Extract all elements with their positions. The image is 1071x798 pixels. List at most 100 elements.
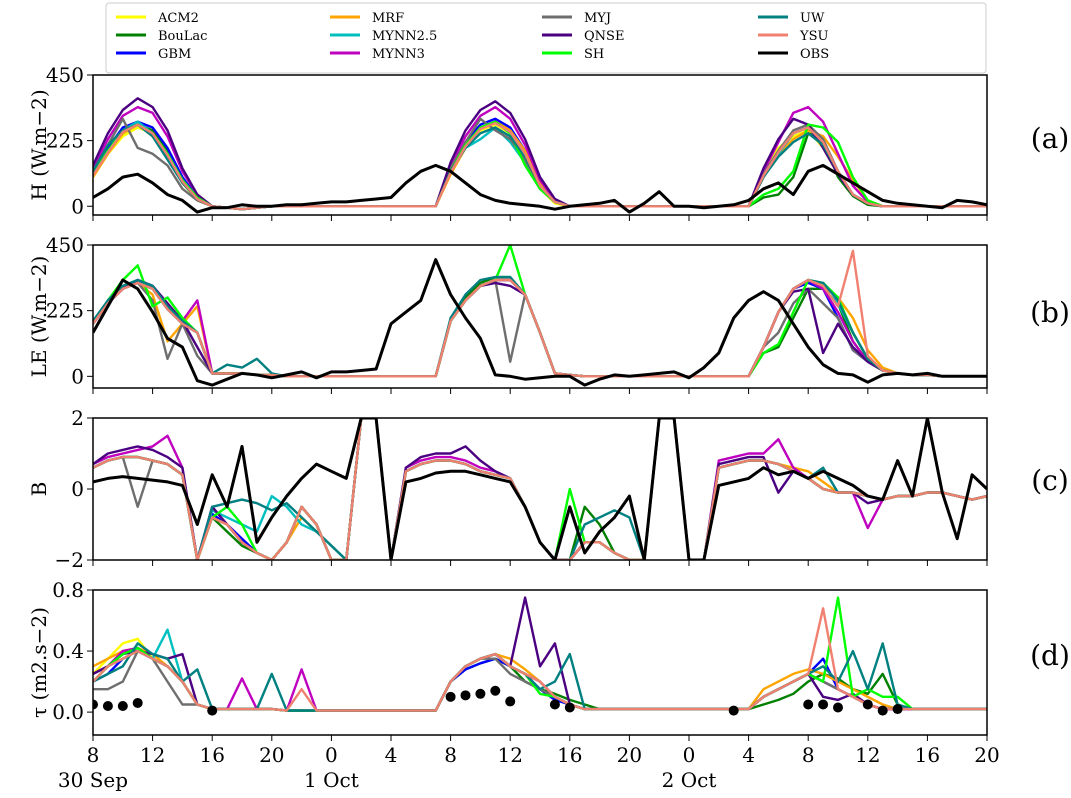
y-tick-label: 450: [46, 63, 84, 87]
y-tick-label: 0: [71, 364, 84, 388]
legend-label: YSU: [799, 29, 828, 44]
y-tick-label: −2: [55, 548, 84, 572]
series-line-ysu: [93, 607, 987, 712]
y-tick-label: 0: [71, 194, 84, 218]
series-line-mrf: [93, 278, 987, 378]
series-line-obs: [93, 418, 987, 560]
legend-label: BouLac: [158, 29, 207, 44]
obs-point: [833, 702, 843, 713]
x-tick-label: 20: [617, 743, 642, 767]
y-axis-label: τ (m2.s−2): [27, 607, 51, 718]
series-line-acm2: [93, 278, 987, 378]
series-line-mynn2-5: [93, 628, 987, 712]
y-tick-label: 0: [71, 477, 84, 501]
obs-point: [207, 705, 218, 716]
legend-label: SH: [584, 47, 604, 62]
y-tick-label: 0.8: [52, 578, 84, 602]
panel-label: (b): [1030, 296, 1070, 329]
y-axis-label: H (W.m−2): [27, 89, 51, 200]
series-line-mrf: [93, 646, 987, 712]
legend-label: QNSE: [584, 29, 624, 44]
obs-point: [445, 691, 456, 702]
series-group: [93, 418, 987, 560]
series-line-qnse: [93, 278, 987, 378]
series-line-mynn2-5: [93, 278, 987, 378]
y-tick-label: 2: [71, 406, 84, 430]
obs-point: [460, 690, 471, 701]
obs-point: [862, 699, 873, 710]
panel-label: (d): [1030, 639, 1070, 672]
series-line-mynn3: [93, 646, 987, 712]
x-tick-label: 8: [802, 743, 815, 767]
series-line-uw: [93, 642, 987, 712]
x-tick-label: 0: [325, 743, 338, 767]
obs-point: [117, 701, 128, 711]
panel-3: 0.8 0.4 0.0τ (m2.s−2) (d): [27, 578, 1070, 741]
axes-frame: [92, 417, 988, 561]
series-group: [93, 596, 987, 716]
axes-frame: [92, 589, 988, 736]
panels: 450 225 0 H (W.m−2) (a) 450 225 0 LE (W.m−2) (b) 2…: [27, 63, 1070, 741]
panel-label: (a): [1031, 122, 1070, 155]
obs-point: [93, 699, 98, 710]
legend-label: MYNN3: [372, 47, 425, 62]
x-tick-label: 12: [497, 743, 522, 767]
x-tick-label: 4: [385, 743, 398, 767]
date-label: 30 Sep: [58, 768, 128, 792]
obs-point: [132, 697, 143, 708]
y-tick-label: 225: [46, 299, 84, 323]
series-line-boulac: [93, 275, 987, 378]
legend-label: MRF: [372, 11, 404, 26]
series-line-ysu: [93, 121, 987, 211]
series-line-obs: [93, 163, 987, 214]
legend-label: MYJ: [584, 11, 611, 26]
obs-point: [102, 701, 113, 711]
series-line-acm2: [93, 637, 987, 712]
series-line-mynn3: [93, 278, 987, 378]
x-tick-label: 16: [199, 743, 224, 767]
series-line-myj: [93, 278, 987, 378]
y-tick-label: 450: [46, 233, 84, 257]
obs-point: [803, 699, 814, 710]
y-tick-label: 225: [46, 129, 84, 153]
legend-label: ACM2: [157, 11, 199, 26]
x-tick-label: 4: [742, 743, 755, 767]
panel-0: 450 225 0 H (W.m−2) (a): [27, 63, 1069, 221]
legend-box: [105, 2, 987, 74]
obs-point: [892, 704, 903, 715]
series-group: [93, 97, 987, 214]
series-line-gbm: [93, 278, 987, 378]
obs-point: [818, 699, 829, 710]
series-line-uw: [93, 275, 987, 378]
y-tick-label: 0.0: [52, 700, 84, 724]
obs-point: [475, 688, 486, 699]
legend: ACM2 BouLac GBM MRF MYNN2.5 MYNN3 MYJ QNSE SH UW Y…: [105, 2, 987, 74]
x-tick-label: 20: [974, 743, 999, 767]
legend-label: OBS: [800, 47, 829, 62]
obs-point: [490, 685, 501, 696]
panel-1: 450 225 0 LE (W.m−2) (b): [27, 233, 1070, 394]
series-line-ysu: [93, 249, 987, 378]
x-tick-label: 8: [87, 743, 100, 767]
x-tick-label: 16: [915, 743, 940, 767]
date-label: 2 Oct: [662, 768, 717, 792]
x-tick-label: 16: [557, 743, 582, 767]
series-line-sh: [93, 245, 987, 378]
panel-label: (c): [1031, 464, 1069, 497]
series-line-obs: [93, 258, 987, 387]
axes-frame: [92, 244, 988, 389]
y-tick-label: 0.4: [52, 639, 84, 663]
x-tick-label: 8: [444, 743, 457, 767]
axes-frame: [92, 74, 988, 216]
legend-label: MYNN2.5: [372, 29, 437, 44]
obs-point: [728, 705, 739, 716]
legend-label: UW: [800, 11, 825, 26]
obs-point: [877, 705, 888, 716]
x-tick-label: 0: [683, 743, 696, 767]
x-tick-label: 12: [855, 743, 880, 767]
obs-point: [505, 696, 516, 707]
y-axis-label: B: [27, 482, 51, 497]
x-tick-label: 20: [259, 743, 284, 767]
shared-x-axis: 8 12 16 20 0 4 8 12 16 20 0 4 8 12 16 20 30 Sep 1 Oct 2 Oc…: [58, 743, 1000, 792]
